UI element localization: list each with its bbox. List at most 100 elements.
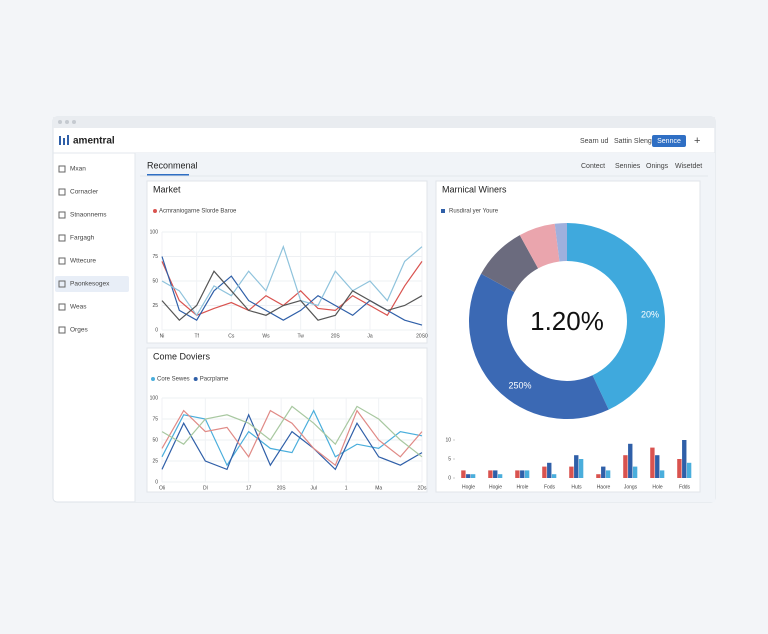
bar <box>470 474 476 478</box>
x-tick-label: Hole <box>652 484 663 490</box>
line <box>161 270 423 322</box>
x-tick-label: 20S0 <box>416 333 428 339</box>
x-tick-label: Tf <box>194 333 199 339</box>
header-button[interactable] <box>652 135 686 147</box>
line <box>161 261 423 317</box>
x-tick-label: 20S <box>277 485 287 491</box>
bar <box>601 466 606 478</box>
nav-icon <box>58 165 66 173</box>
logo-icon <box>59 135 69 145</box>
legend-swatch <box>151 377 155 381</box>
nav-item[interactable]: Weas <box>70 304 87 311</box>
tab[interactable]: Wisetdet <box>675 163 702 170</box>
center-label: 1.20% <box>530 306 604 336</box>
bar <box>623 455 628 478</box>
x-tick-label: Fdds <box>679 484 691 490</box>
bar <box>524 470 530 478</box>
dot <box>65 120 69 124</box>
x-tick-label: 20S <box>331 333 341 339</box>
bar <box>596 474 601 478</box>
bar <box>605 470 611 478</box>
line <box>161 413 423 471</box>
bar <box>659 470 665 478</box>
y-tick-label: 50 <box>152 278 158 284</box>
legend-label: Core Sewes <box>157 377 190 383</box>
panel <box>146 180 428 344</box>
bar <box>628 443 633 478</box>
bar <box>542 466 547 478</box>
panel-title: Come Doviers <box>153 351 211 361</box>
bar <box>578 459 584 478</box>
legend-swatch <box>193 377 198 381</box>
x-tick-label: Dl <box>203 485 208 491</box>
dot <box>72 120 76 124</box>
bar <box>655 455 660 478</box>
x-tick-label: Ws <box>262 333 270 339</box>
x-tick-label: Jul <box>310 485 316 491</box>
line <box>161 409 423 467</box>
nav-item[interactable]: Wttecure <box>70 258 96 265</box>
tab[interactable]: Onings <box>646 163 669 170</box>
nav-icon <box>58 326 66 334</box>
nav-icon <box>58 303 66 311</box>
legend-label: Rusdiral yer Youre <box>449 209 499 215</box>
x-tick-label: Jongs <box>624 484 638 490</box>
x-tick-label: Cs <box>228 333 235 339</box>
slice-label: 20% <box>641 309 659 319</box>
y-tick-label: 50 <box>152 437 158 443</box>
donut-slice <box>481 235 539 293</box>
bar <box>686 462 692 478</box>
nav-item[interactable]: Cornacler <box>70 189 99 196</box>
line <box>161 244 423 317</box>
tab[interactable]: Sennies <box>615 163 641 170</box>
nav-item[interactable]: Orges <box>70 327 88 334</box>
header-button-label[interactable]: Sennce <box>657 138 681 145</box>
x-tick-label: Ma <box>375 485 382 491</box>
donut-slice <box>519 223 560 269</box>
panel-title: Marnical Winers <box>442 184 507 194</box>
x-tick-label: 2Ds <box>418 485 427 491</box>
y-tick-label: 100 <box>150 229 159 235</box>
bar <box>466 474 471 478</box>
line <box>161 405 423 458</box>
nav-item[interactable]: Fargagh <box>70 235 95 242</box>
header-plus[interactable]: + <box>694 135 700 147</box>
x-tick-label: 1 <box>345 485 348 491</box>
y-tick-label: 0 <box>448 475 451 481</box>
x-tick-label: Tw <box>297 333 304 339</box>
nav-icon <box>58 257 66 265</box>
y-tick-label: 10 <box>445 437 451 443</box>
y-tick-label: 100 <box>150 395 159 401</box>
nav-active <box>55 276 129 292</box>
bar <box>574 455 579 478</box>
x-tick-label: Oli <box>159 485 165 491</box>
bar <box>632 466 638 478</box>
y-tick-label: 0 <box>155 327 158 333</box>
tab[interactable]: Reconmenal <box>147 160 198 170</box>
bar <box>569 466 574 478</box>
y-tick-label: 75 <box>152 416 158 422</box>
y-tick-label: 75 <box>152 254 158 260</box>
tab[interactable]: Contect <box>581 163 605 170</box>
nav-item[interactable]: Mxan <box>70 166 86 173</box>
bar <box>515 470 520 478</box>
nav-icon <box>58 188 66 196</box>
nav-icon <box>58 211 66 219</box>
bar <box>493 470 498 478</box>
x-tick-label: Hogie <box>489 484 502 490</box>
nav-item[interactable]: Stnaonnems <box>70 212 107 219</box>
x-tick-label: Huts <box>571 484 582 490</box>
header-link[interactable]: Sattin Sleng <box>614 138 652 145</box>
y-tick-label: 25 <box>152 458 158 464</box>
legend-label: Acmraniogarne Slorde Baroe <box>159 209 237 215</box>
header-link[interactable]: Searn ud <box>580 138 609 145</box>
bar <box>551 474 557 478</box>
x-tick-label: 17 <box>246 485 252 491</box>
y-tick-label: 0 <box>155 479 158 485</box>
title-bar <box>53 117 715 128</box>
nav-item[interactable]: Paonkesogex <box>70 281 110 288</box>
panel-title: Market <box>153 184 181 194</box>
y-tick-label: 5 <box>448 456 451 462</box>
